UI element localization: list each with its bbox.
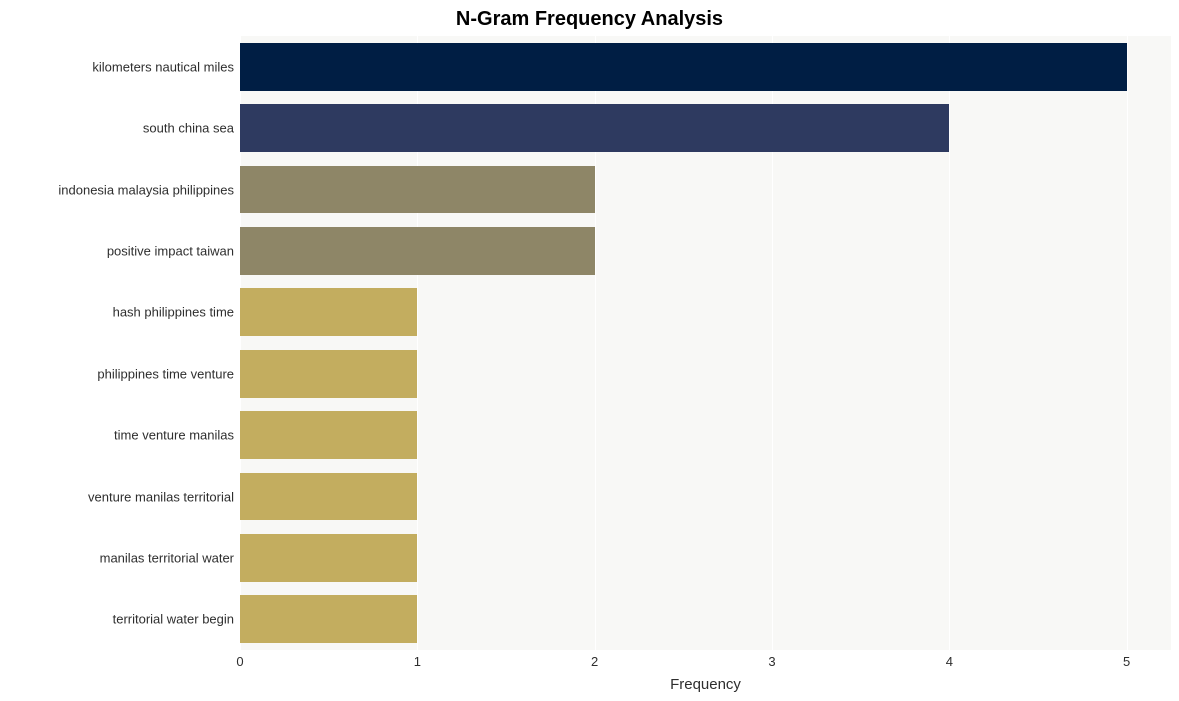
y-tick-label: south china sea xyxy=(143,121,234,136)
x-tick-label: 4 xyxy=(946,654,953,669)
x-axis-labels: 012345 xyxy=(240,654,1171,678)
ngram-chart: N-Gram Frequency Analysis kilometers nau… xyxy=(0,0,1179,701)
bar xyxy=(240,166,595,214)
x-tick-label: 3 xyxy=(768,654,775,669)
x-tick-label: 1 xyxy=(414,654,421,669)
x-tick-label: 5 xyxy=(1123,654,1130,669)
y-axis-labels: kilometers nautical miles south china sea… xyxy=(0,36,234,650)
x-tick-label: 0 xyxy=(236,654,243,669)
bar xyxy=(240,411,417,459)
y-tick-label: kilometers nautical miles xyxy=(92,59,234,74)
x-axis-title: Frequency xyxy=(240,676,1171,693)
bar xyxy=(240,104,949,152)
y-tick-label: hash philippines time xyxy=(113,305,234,320)
plot-area xyxy=(240,36,1171,650)
chart-title: N-Gram Frequency Analysis xyxy=(0,8,1179,31)
y-tick-label: indonesia malaysia philippines xyxy=(58,182,234,197)
y-tick-label: philippines time venture xyxy=(97,366,234,381)
bar xyxy=(240,534,417,582)
bar-row xyxy=(240,595,1171,643)
y-tick-label: positive impact taiwan xyxy=(107,243,234,258)
y-tick-label: territorial water begin xyxy=(113,612,234,627)
bar xyxy=(240,595,417,643)
y-tick-label: time venture manilas xyxy=(114,428,234,443)
bar-row xyxy=(240,288,1171,336)
bar-row xyxy=(240,227,1171,275)
bar xyxy=(240,227,595,275)
bar xyxy=(240,350,417,398)
bar-row xyxy=(240,166,1171,214)
bar-row xyxy=(240,104,1171,152)
bar-row xyxy=(240,534,1171,582)
bar-row xyxy=(240,411,1171,459)
y-tick-label: manilas territorial water xyxy=(100,550,234,565)
bar xyxy=(240,288,417,336)
bar xyxy=(240,43,1127,91)
bar-row xyxy=(240,43,1171,91)
bar xyxy=(240,473,417,521)
x-tick-label: 2 xyxy=(591,654,598,669)
bar-row xyxy=(240,473,1171,521)
bar-row xyxy=(240,350,1171,398)
y-tick-label: venture manilas territorial xyxy=(88,489,234,504)
